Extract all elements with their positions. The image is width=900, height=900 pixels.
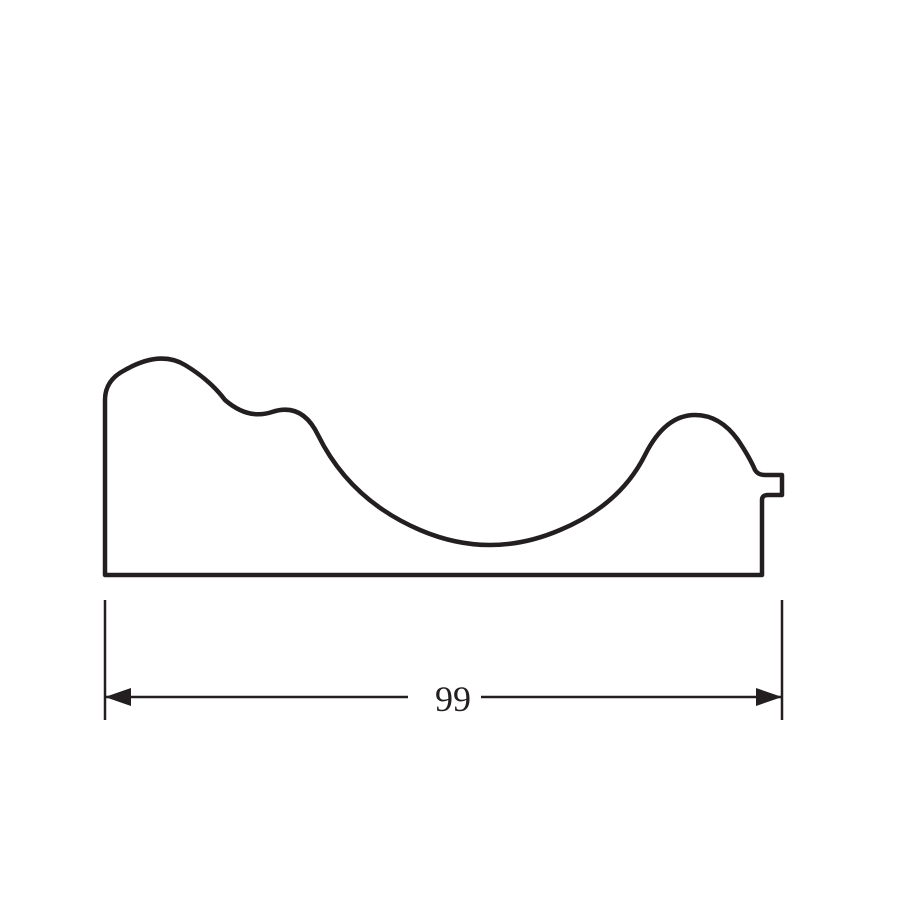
arrowhead-left xyxy=(105,688,131,706)
moulding-profile xyxy=(105,359,782,575)
profile-diagram xyxy=(0,0,900,900)
arrowhead-right xyxy=(756,688,782,706)
dimension-value: 99 xyxy=(425,678,481,720)
